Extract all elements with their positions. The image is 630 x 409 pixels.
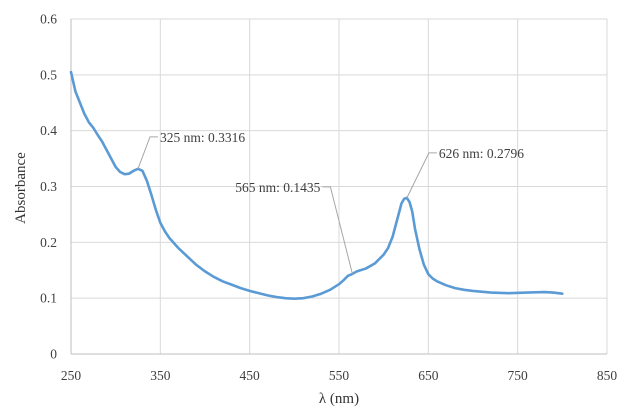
x-tick-label: 850 [597,368,618,383]
annotation-leader-line [322,186,353,275]
series-group [69,70,564,301]
x-tick-label: 750 [508,368,529,383]
series-line-0 [69,70,564,301]
annotation-label: 565 nm: 0.1435 [235,180,320,195]
x-tick-label: 350 [150,368,171,383]
y-tick-label: 0.1 [40,291,57,306]
x-tick-label: 250 [61,368,82,383]
annotations: 325 nm: 0.3316 565 nm: 0.1435 626 nm: 0.27… [137,130,524,275]
x-tick-label: 650 [418,368,439,383]
y-tick-label: 0.2 [40,235,57,250]
y-tick-label: 0.5 [40,67,57,82]
x-tick-label: 550 [329,368,350,383]
x-tick-labels: 250 350 450 550 650 750 850 [61,368,618,383]
annotation-leader-line [137,136,158,170]
y-tick-label: 0.6 [40,12,57,27]
gridlines [71,18,608,354]
annotation-label: 325 nm: 0.3316 [160,130,245,145]
annotation-label: 626 nm: 0.2796 [439,146,524,161]
y-tick-label: 0.4 [40,123,57,138]
y-tick-label: 0.3 [40,179,57,194]
y-tick-label: 0 [50,347,57,362]
annotation-leader-line [406,152,437,199]
y-tick-labels: 0 0.1 0.2 0.3 0.4 0.5 0.6 [40,12,57,362]
x-axis-title: λ (nm) [319,391,359,407]
x-tick-label: 450 [240,368,261,383]
y-axis-title: Absorbance [13,152,29,224]
